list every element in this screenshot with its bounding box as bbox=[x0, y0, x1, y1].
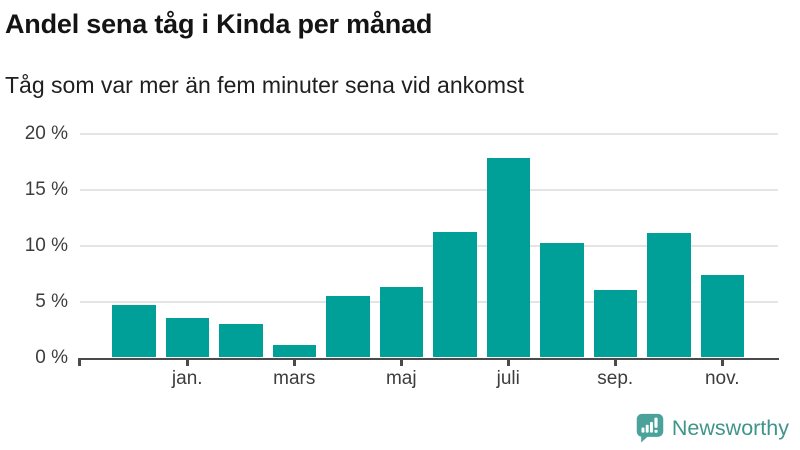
newsworthy-logo: Newsworthy bbox=[635, 412, 789, 444]
chart-title: Andel sena tåg i Kinda per månad bbox=[5, 9, 433, 39]
x-tick-maj bbox=[399, 360, 403, 366]
gridline-15pct bbox=[80, 188, 778, 191]
bar-dec bbox=[112, 304, 156, 358]
chart-subtitle: Tåg som var mer än fem minuter sena vid … bbox=[5, 72, 524, 98]
newsworthy-logo-icon bbox=[636, 413, 664, 443]
x-tick-sep bbox=[613, 360, 617, 366]
y-tick-label-20: 20 % bbox=[24, 122, 68, 144]
x-tick-juli bbox=[506, 360, 510, 366]
x-tick-label-sep: sep. bbox=[597, 368, 634, 389]
x-tick-mars bbox=[292, 360, 296, 366]
gridline-10pct bbox=[80, 244, 778, 247]
x-tick-label-juli: juli bbox=[496, 368, 520, 389]
bar-apr bbox=[326, 295, 370, 358]
bar-juni bbox=[433, 232, 477, 358]
bar-juli bbox=[486, 158, 530, 358]
bar-jan bbox=[165, 318, 209, 358]
x-tick-jan bbox=[185, 360, 189, 366]
x-tick-label-maj: maj bbox=[385, 368, 417, 389]
gridline-5pct bbox=[80, 300, 778, 303]
bar-sep bbox=[593, 290, 637, 358]
bar-mars bbox=[272, 345, 316, 358]
y-tick-label-5: 5 % bbox=[35, 290, 68, 312]
x-tick-nov bbox=[720, 360, 724, 366]
x-axis-origin-tick bbox=[78, 360, 81, 366]
bar-nov bbox=[700, 274, 744, 358]
newsworthy-logo-text: Newsworthy bbox=[671, 415, 789, 440]
bar-maj bbox=[379, 286, 423, 358]
gridline-20pct bbox=[80, 132, 778, 135]
bar-feb bbox=[219, 323, 263, 358]
x-axis-line bbox=[78, 357, 779, 360]
x-tick-label-jan: jan. bbox=[171, 368, 203, 389]
x-tick-label-mars: mars bbox=[273, 368, 316, 389]
y-tick-label-0: 0 % bbox=[35, 346, 68, 368]
y-tick-label-10: 10 % bbox=[24, 234, 68, 256]
x-tick-label-nov: nov. bbox=[704, 368, 740, 389]
bar-okt bbox=[647, 233, 691, 358]
y-tick-label-15: 15 % bbox=[24, 178, 68, 200]
bar-aug bbox=[540, 243, 584, 358]
